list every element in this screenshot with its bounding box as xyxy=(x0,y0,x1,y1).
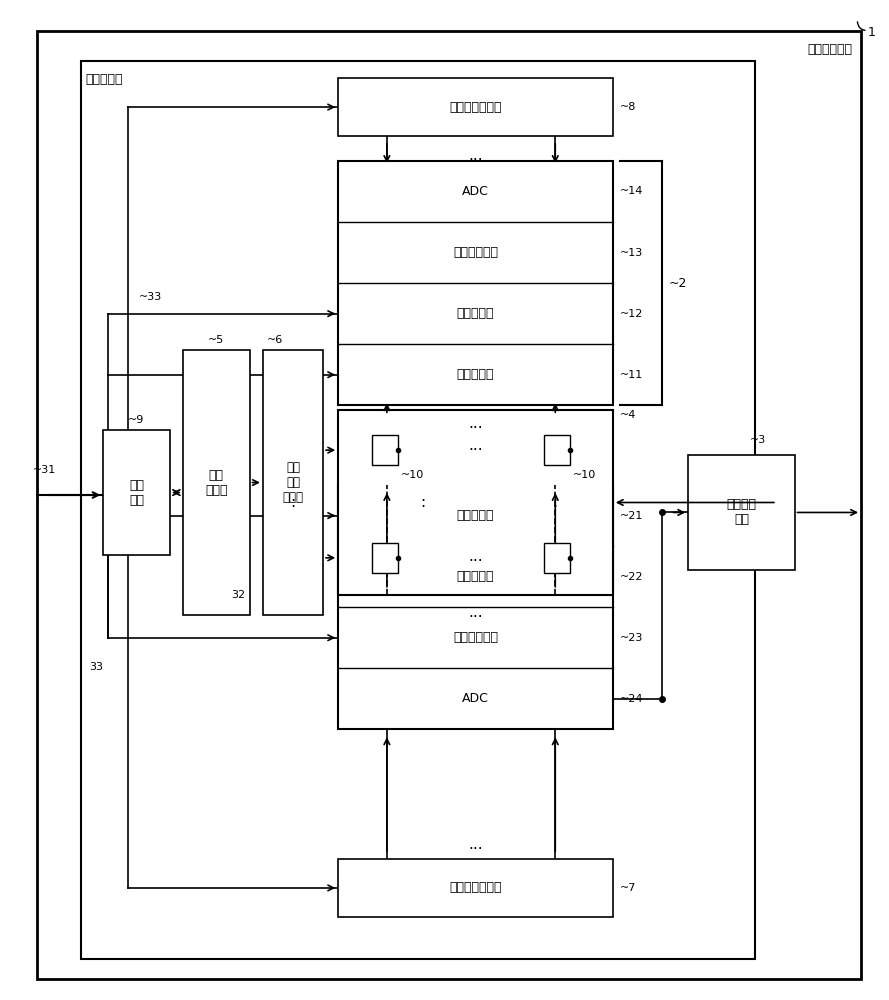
Text: 水平移位寄存器: 水平移位寄存器 xyxy=(449,881,501,894)
Text: ~24: ~24 xyxy=(620,694,644,704)
Text: 图像传感器: 图像传感器 xyxy=(85,73,123,86)
Bar xyxy=(372,543,398,573)
Text: ~33: ~33 xyxy=(139,292,162,302)
Text: ~9: ~9 xyxy=(128,415,145,425)
Text: ~11: ~11 xyxy=(620,370,644,380)
Bar xyxy=(338,78,613,136)
Text: 32: 32 xyxy=(231,590,245,600)
Text: ~4: ~4 xyxy=(620,410,637,420)
Text: ...: ... xyxy=(469,148,483,163)
Text: ~13: ~13 xyxy=(620,248,644,258)
Text: ~21: ~21 xyxy=(620,511,644,521)
Text: ~12: ~12 xyxy=(620,309,644,319)
Text: ~3: ~3 xyxy=(750,435,766,445)
Text: 加权相加电路: 加权相加电路 xyxy=(453,631,498,644)
Text: ~10: ~10 xyxy=(401,470,424,480)
Bar xyxy=(263,350,323,615)
Text: ~31: ~31 xyxy=(32,465,56,475)
Text: ~23: ~23 xyxy=(620,633,644,643)
Bar xyxy=(544,543,571,573)
Bar xyxy=(338,485,613,729)
Bar xyxy=(338,410,613,595)
Text: 信号处理
电路: 信号处理 电路 xyxy=(726,498,757,526)
Bar xyxy=(338,859,613,917)
Text: ~6: ~6 xyxy=(268,335,284,345)
Text: :: : xyxy=(553,495,557,510)
Text: ~14: ~14 xyxy=(620,186,644,196)
Text: 定时
生成部: 定时 生成部 xyxy=(205,469,228,497)
Bar xyxy=(338,161,613,405)
Text: ...: ... xyxy=(469,605,483,620)
Text: 1: 1 xyxy=(868,26,875,39)
Text: ADC: ADC xyxy=(462,692,489,705)
Text: ~7: ~7 xyxy=(620,883,637,893)
Text: ...: ... xyxy=(469,549,483,564)
Text: 电路选择部: 电路选择部 xyxy=(457,307,494,320)
Bar xyxy=(81,61,755,959)
Text: 水平移位寄存器: 水平移位寄存器 xyxy=(449,101,501,114)
Bar xyxy=(372,435,398,465)
Text: ...: ... xyxy=(469,837,483,852)
Text: ...: ... xyxy=(469,416,483,431)
Text: 33: 33 xyxy=(89,662,103,672)
Bar xyxy=(544,435,571,465)
Text: ~8: ~8 xyxy=(620,102,637,112)
Text: ADC: ADC xyxy=(462,185,489,198)
Text: 固体摄像装置: 固体摄像装置 xyxy=(807,43,853,56)
Text: ~5: ~5 xyxy=(207,335,224,345)
Bar xyxy=(688,455,795,570)
Text: :: : xyxy=(291,495,295,510)
Text: ...: ... xyxy=(469,438,483,453)
Text: ~2: ~2 xyxy=(669,277,687,290)
Text: 加权相加电路: 加权相加电路 xyxy=(453,246,498,259)
Text: 电路选择部: 电路选择部 xyxy=(457,570,494,583)
Text: 逻辑
电路: 逻辑 电路 xyxy=(129,479,144,507)
Bar xyxy=(183,350,250,615)
Text: :: : xyxy=(420,495,425,510)
Text: ~22: ~22 xyxy=(620,572,644,582)
Text: 读取切换部: 读取切换部 xyxy=(457,509,494,522)
Bar xyxy=(103,430,170,555)
Text: 读取切换部: 读取切换部 xyxy=(457,368,494,381)
Text: ~10: ~10 xyxy=(573,470,597,480)
Text: 垂直
移位
寄存器: 垂直 移位 寄存器 xyxy=(283,461,303,504)
